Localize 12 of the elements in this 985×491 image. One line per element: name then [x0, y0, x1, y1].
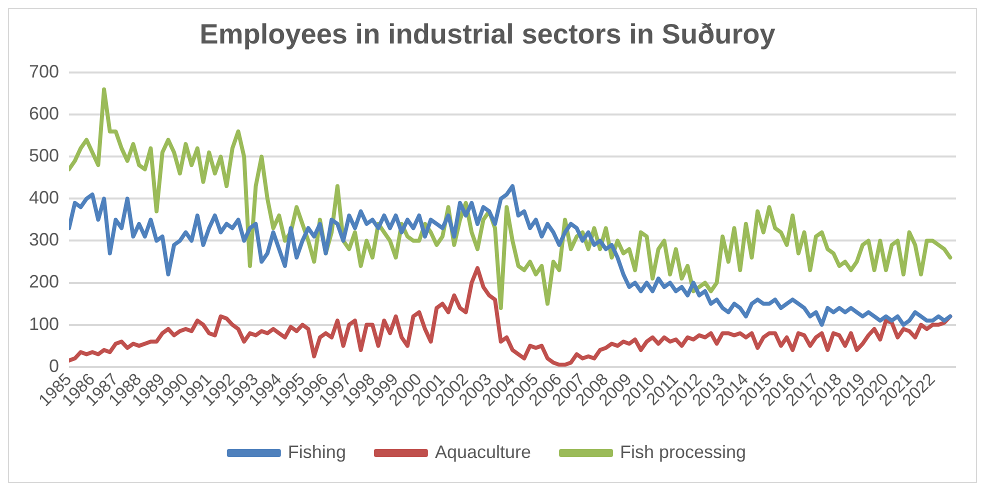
y-tick-label: 500: [28, 146, 60, 166]
y-tick-label: 400: [28, 188, 60, 208]
y-tick-label: 200: [28, 272, 60, 292]
y-tick-label: 100: [28, 314, 60, 334]
y-tick-label: 700: [28, 62, 60, 82]
y-tick-label: 0: [49, 356, 60, 376]
y-tick-label: 600: [28, 104, 60, 124]
legend-label: Aquaculture: [434, 442, 532, 462]
chart-title: Employees in industrial sectors in Suðuroy: [200, 18, 776, 50]
legend-label: Fish processing: [620, 442, 746, 462]
legend-label: Fishing: [288, 442, 346, 462]
y-tick-label: 300: [28, 230, 60, 250]
